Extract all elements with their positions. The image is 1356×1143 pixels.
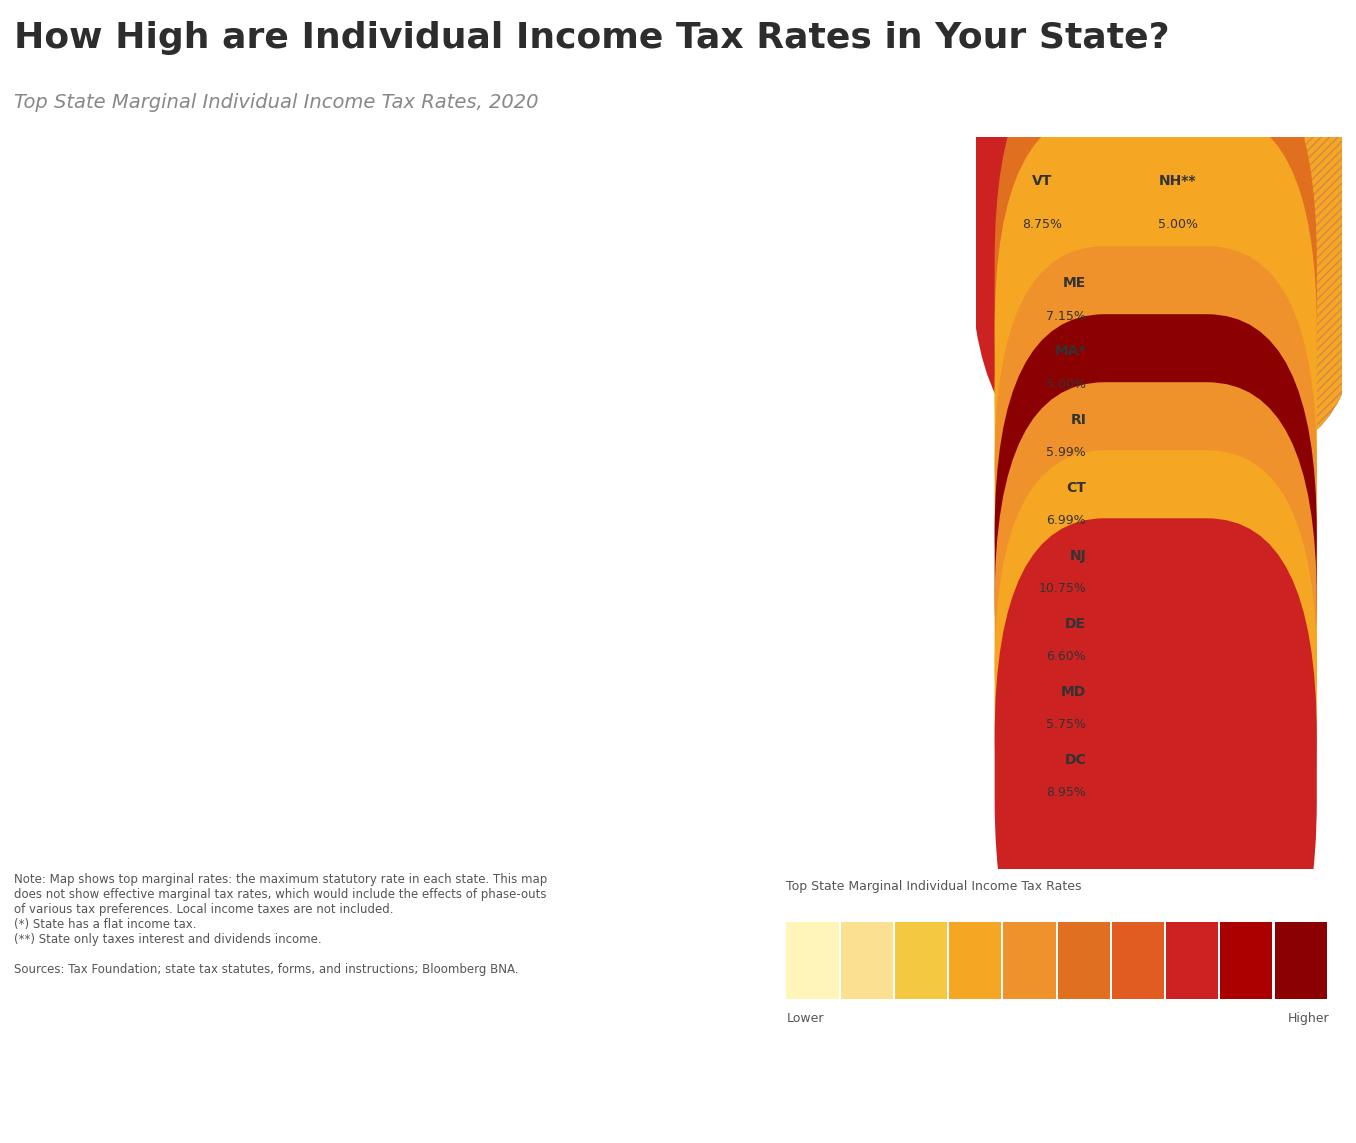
Bar — [1003, 922, 1055, 999]
Bar — [841, 922, 892, 999]
Text: 8.75%: 8.75% — [1022, 217, 1062, 231]
FancyBboxPatch shape — [994, 314, 1317, 815]
Bar — [1112, 922, 1163, 999]
FancyBboxPatch shape — [994, 110, 1317, 612]
FancyBboxPatch shape — [994, 518, 1317, 1020]
Text: Top State Marginal Individual Income Tax Rates: Top State Marginal Individual Income Tax… — [786, 880, 1082, 893]
Text: ME: ME — [1063, 277, 1086, 290]
Text: How High are Individual Income Tax Rates in Your State?: How High are Individual Income Tax Rates… — [14, 22, 1169, 56]
Text: TAX FOUNDATION: TAX FOUNDATION — [27, 1102, 221, 1121]
Bar — [1275, 922, 1326, 999]
Text: Higher: Higher — [1287, 1012, 1329, 1025]
Bar — [786, 922, 838, 999]
Text: Top State Marginal Individual Income Tax Rates, 2020: Top State Marginal Individual Income Tax… — [14, 94, 538, 112]
Text: NJ: NJ — [1070, 549, 1086, 562]
Bar — [895, 922, 946, 999]
Bar — [949, 922, 1001, 999]
FancyBboxPatch shape — [994, 382, 1317, 884]
Text: DC: DC — [1064, 753, 1086, 767]
Text: DE: DE — [1066, 616, 1086, 631]
Text: 7.15%: 7.15% — [1047, 310, 1086, 322]
Text: 10.75%: 10.75% — [1039, 582, 1086, 596]
FancyBboxPatch shape — [994, 42, 1317, 543]
Bar — [1058, 922, 1109, 999]
Text: 8.95%: 8.95% — [1047, 786, 1086, 799]
FancyBboxPatch shape — [994, 246, 1317, 748]
Text: 6.99%: 6.99% — [1047, 514, 1086, 527]
Bar — [1220, 922, 1272, 999]
Text: 5.99%: 5.99% — [1047, 446, 1086, 459]
Text: MA*: MA* — [1055, 344, 1086, 359]
FancyBboxPatch shape — [1104, 0, 1356, 451]
Text: 5.00%: 5.00% — [1158, 217, 1197, 231]
Text: CT: CT — [1066, 480, 1086, 495]
Text: MD: MD — [1060, 685, 1086, 698]
Text: Lower: Lower — [786, 1012, 824, 1025]
FancyBboxPatch shape — [970, 0, 1233, 451]
Text: RI: RI — [1070, 413, 1086, 426]
Text: NH**: NH** — [1159, 174, 1196, 187]
Bar — [1166, 922, 1218, 999]
Text: VT: VT — [1032, 174, 1052, 187]
Text: 5.00%: 5.00% — [1047, 378, 1086, 391]
Text: 6.60%: 6.60% — [1047, 650, 1086, 663]
Text: 5.75%: 5.75% — [1047, 718, 1086, 732]
FancyBboxPatch shape — [994, 450, 1317, 951]
Text: Note: Map shows top marginal rates: the maximum statutory rate in each state. Th: Note: Map shows top marginal rates: the … — [14, 873, 546, 976]
FancyBboxPatch shape — [994, 178, 1317, 679]
Text: @TaxFoundation: @TaxFoundation — [1149, 1102, 1329, 1121]
